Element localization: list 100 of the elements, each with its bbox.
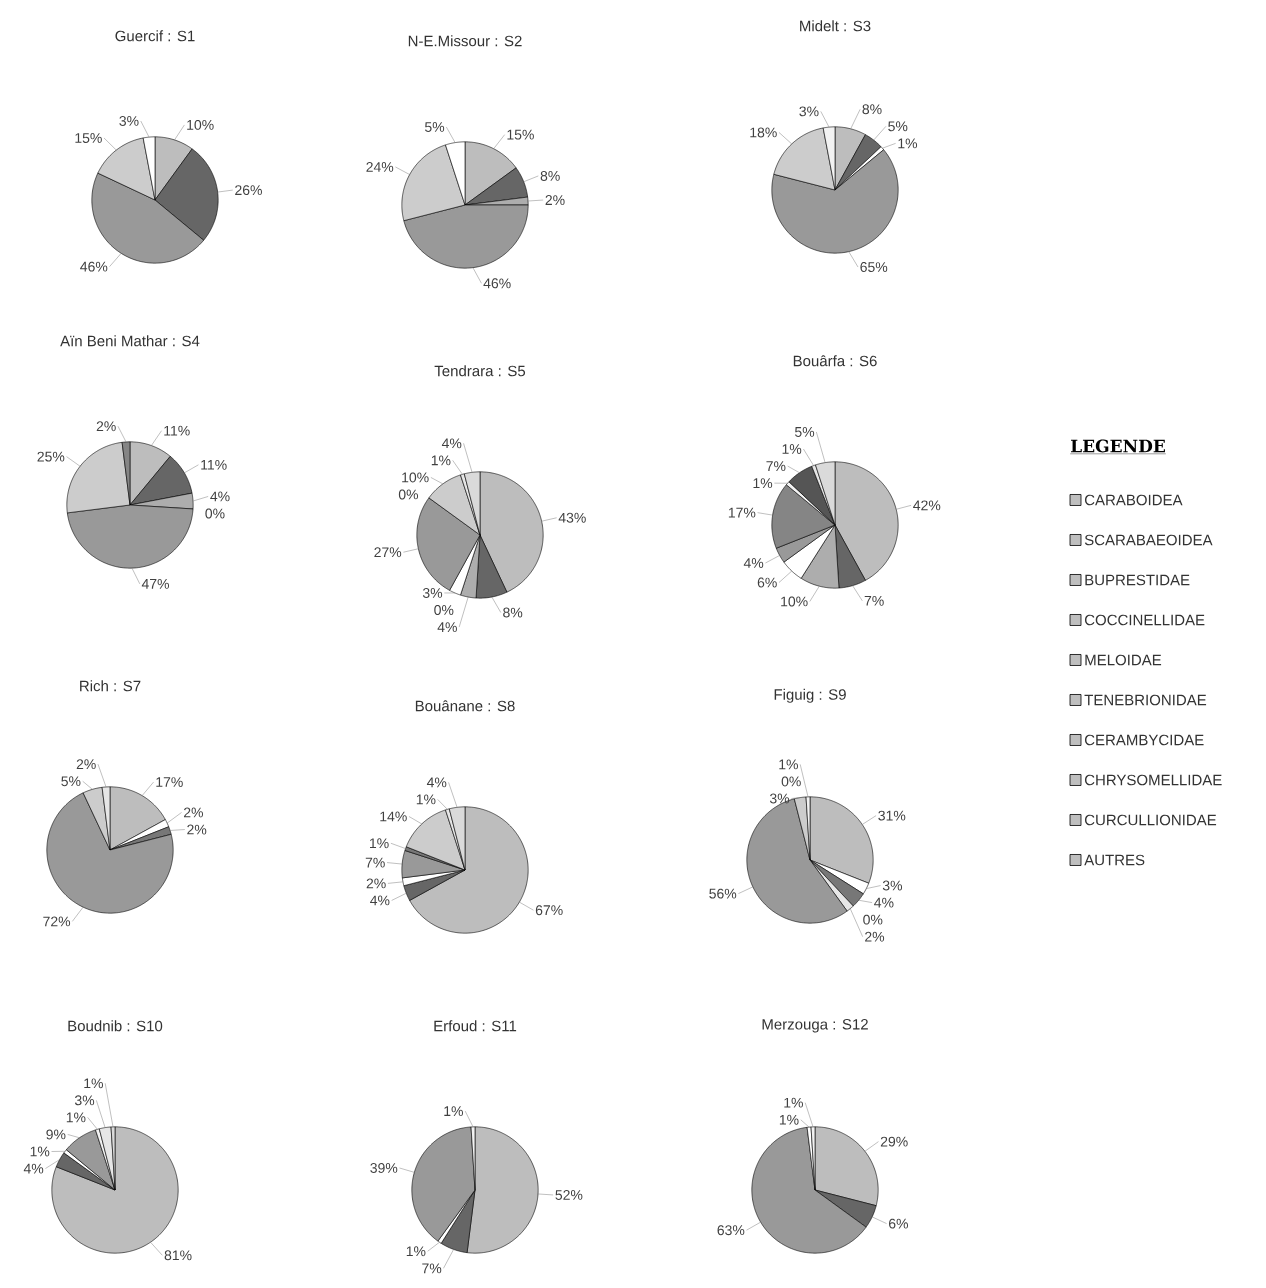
data-label: 5% — [424, 122, 445, 132]
data-label: 4% — [874, 897, 894, 908]
data-label: 4% — [441, 438, 462, 449]
data-label: 11% — [201, 459, 227, 470]
data-label: 26% — [235, 185, 262, 196]
data-label: 65% — [860, 262, 888, 272]
data-label: 9% — [46, 1129, 66, 1140]
text: 0% — [398, 489, 419, 500]
data-label: 6% — [757, 577, 777, 588]
data-label: 1% — [444, 1106, 463, 1116]
data-label: 10% — [781, 596, 808, 607]
data-label: 81% — [164, 1250, 192, 1261]
data-label: 1% — [784, 1097, 803, 1108]
data-label: 8% — [862, 104, 882, 115]
text: 0% — [205, 508, 225, 519]
data-label: 3% — [422, 588, 443, 598]
data-label: 4% — [437, 622, 457, 632]
text: CERAMBYCIDAE — [1084, 734, 1204, 746]
data-label: 1% — [779, 1114, 799, 1125]
data-label: 2% — [183, 807, 204, 818]
data-label: 17% — [156, 777, 183, 787]
chart-title: Bouârfa : S6 — [793, 355, 877, 367]
chart-title: Tendrara : S5 — [434, 365, 526, 377]
data-label: 7% — [864, 595, 884, 606]
data-label: 43% — [558, 512, 586, 523]
data-label: 42% — [913, 500, 941, 511]
data-label: 2% — [366, 878, 386, 889]
data-label: 47% — [141, 578, 170, 589]
chart-title: Bouânane : S8 — [415, 700, 515, 712]
data-label: 17% — [728, 507, 756, 518]
text: 0% — [863, 914, 883, 925]
text: MELOIDAE — [1085, 654, 1162, 666]
data-label: 2% — [76, 759, 96, 770]
text: 0% — [434, 605, 454, 615]
chart-title: Aïn Beni Mathar : S4 — [60, 335, 200, 347]
data-label: 29% — [880, 1136, 908, 1147]
text: LEGENDE — [1071, 439, 1165, 453]
data-label: 6% — [888, 1218, 909, 1229]
data-label: 2% — [545, 195, 565, 205]
data-label: 2% — [187, 824, 207, 835]
data-label: 1% — [782, 444, 802, 454]
text: SCARABAEOIDEA — [1084, 534, 1213, 546]
data-label: 1% — [66, 1112, 86, 1123]
data-label: 4% — [210, 491, 230, 502]
data-label: 46% — [80, 261, 108, 272]
data-label: 14% — [380, 811, 407, 822]
data-label: 1% — [84, 1078, 103, 1089]
data-label: 27% — [374, 547, 402, 558]
data-label: 1% — [431, 455, 451, 466]
chart-title: Boudnib : S10 — [68, 1020, 163, 1032]
chart-title: Guercif : S1 — [115, 30, 195, 42]
data-label: 15% — [507, 129, 534, 140]
data-label: 5% — [794, 427, 815, 437]
data-label: 18% — [750, 127, 777, 138]
data-label: 11% — [164, 425, 190, 436]
data-label: 7% — [766, 461, 786, 471]
data-label: 1% — [779, 759, 798, 770]
data-label: 7% — [365, 857, 385, 868]
data-label: 39% — [370, 1163, 398, 1173]
data-label: 3% — [119, 116, 139, 126]
data-label: 4% — [370, 895, 390, 906]
chart-title: N-E.Missour : S2 — [408, 35, 522, 47]
chart-title: Figuig : S9 — [774, 688, 846, 703]
data-label: 4% — [743, 558, 764, 568]
data-label: 46% — [483, 278, 511, 289]
data-label: 52% — [555, 1189, 583, 1200]
data-label: 1% — [30, 1146, 50, 1157]
chart-title: Merzouga : S12 — [762, 1018, 868, 1033]
data-label: 63% — [717, 1225, 745, 1236]
data-label: 1% — [898, 138, 918, 149]
data-label: 72% — [43, 916, 71, 927]
text: COCCINELLIDAE — [1084, 614, 1205, 626]
data-label: 4% — [23, 1163, 44, 1174]
text: CHRYSOMELLIDAE — [1084, 774, 1222, 786]
data-label: 1% — [753, 478, 773, 489]
data-label: 2% — [865, 931, 885, 942]
data-label: 24% — [366, 162, 394, 172]
data-label: 3% — [769, 793, 790, 804]
data-label: 4% — [426, 777, 447, 788]
data-label: 3% — [799, 106, 819, 117]
data-label: 56% — [709, 888, 737, 899]
text: TENEBRIONIDAE — [1084, 694, 1207, 706]
data-label: 67% — [535, 905, 563, 916]
data-label: 15% — [75, 133, 102, 143]
data-label: 2% — [96, 421, 116, 432]
data-label: 10% — [187, 119, 214, 130]
text: CURCULLIONIDAE — [1084, 814, 1217, 826]
data-label: 8% — [503, 607, 523, 618]
data-label: 31% — [878, 810, 906, 821]
text: 0% — [781, 776, 801, 787]
chart-title: Rich : S7 — [80, 680, 141, 692]
data-label: 3% — [882, 880, 903, 891]
data-label: 10% — [402, 472, 429, 483]
chart-title: Erfoud : S11 — [434, 1020, 517, 1032]
data-label: 25% — [37, 451, 65, 462]
data-label: 7% — [422, 1263, 442, 1274]
data-label: 3% — [74, 1095, 95, 1106]
data-label: 1% — [416, 794, 436, 805]
text: AUTRES — [1084, 854, 1145, 866]
data-label: 1% — [370, 838, 389, 849]
